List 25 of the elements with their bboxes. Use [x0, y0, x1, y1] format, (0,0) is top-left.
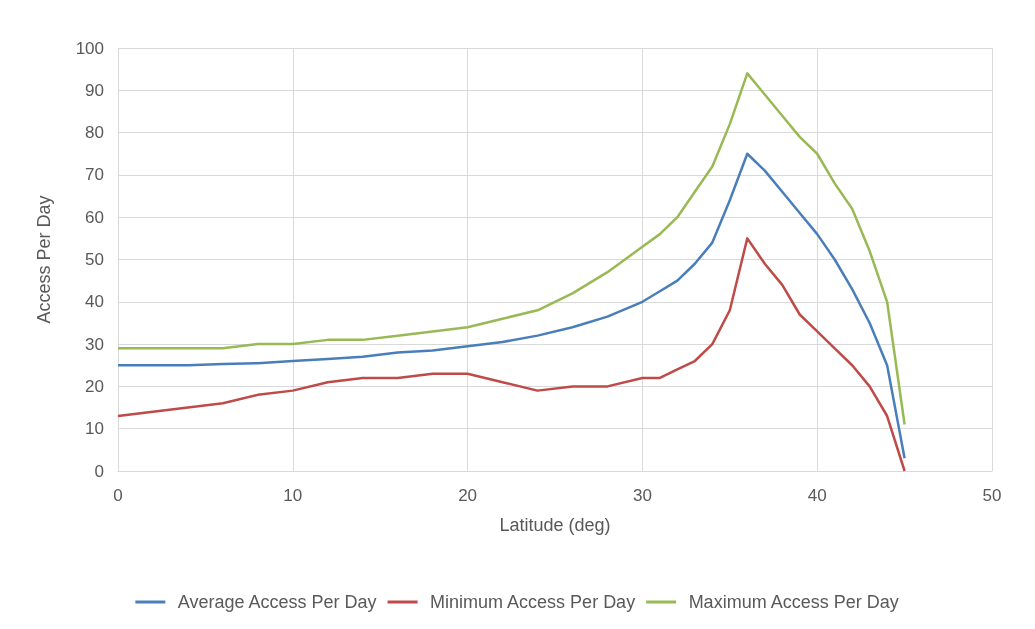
- y-tick-label: 70: [85, 165, 104, 185]
- x-axis-title: Latitude (deg): [499, 515, 611, 535]
- y-tick-label: 0: [94, 461, 104, 481]
- y-tick-label: 100: [75, 38, 104, 58]
- x-tick-label: 0: [113, 486, 123, 505]
- y-tick-label: 20: [85, 376, 104, 396]
- x-tick-label: 40: [807, 486, 827, 505]
- x-tick-label: 20: [458, 486, 478, 505]
- line-series: [116, 72, 906, 426]
- y-tick-label: 90: [85, 80, 104, 100]
- x-tick-label: 10: [283, 486, 303, 505]
- y-tick-label: 30: [85, 334, 104, 354]
- y-tick-label: 50: [85, 250, 104, 269]
- y-axis-title: Access Per Day: [34, 195, 54, 324]
- y-tick-label: 10: [85, 419, 104, 439]
- y-tick-label: 40: [85, 292, 104, 312]
- legend-label: Minimum Access Per Day: [430, 592, 636, 612]
- line-series: [116, 237, 906, 473]
- legend-label: Average Access Per Day: [177, 592, 377, 612]
- x-tick-label: 30: [632, 486, 652, 505]
- legend-label: Maximum Access Per Day: [688, 592, 899, 612]
- line-series: [116, 152, 906, 460]
- y-tick-label: 60: [85, 207, 104, 227]
- y-tick-label: 80: [85, 123, 104, 143]
- x-tick-label: 50: [982, 486, 1002, 505]
